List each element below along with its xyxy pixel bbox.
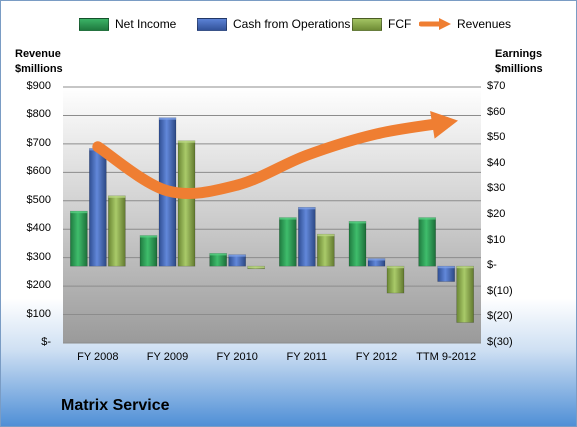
bar-net-income [418,217,436,267]
left-tick-label: $800 [26,108,51,121]
right-tick-label: $60 [487,105,506,118]
category-label: FY 2008 [77,351,119,363]
right-tick-label: $70 [487,80,506,92]
right-tick-label: $40 [487,156,506,169]
legend-swatch-cash-ops [197,17,227,31]
bar-cash-from-operations [367,258,386,267]
left-axis-title: Revenue $millions [15,47,63,77]
bar-cash-from-operations [437,265,455,282]
legend-swatch-revenues [419,18,451,30]
bar-fcf [386,265,405,294]
right-tick-label: $- [487,259,497,272]
bar-fcf [108,195,126,267]
legend-label-revenues: Revenues [457,17,512,31]
category-label: FY 2012 [355,351,398,363]
category-label: FY 2010 [216,351,258,363]
left-tick-label: $300 [26,250,51,263]
legend-item-cash-ops: Cash from Operations [197,17,350,31]
bar-fcf [177,140,196,267]
category-label: FY 2009 [146,351,189,363]
left-axis-title-line2: $millions [15,63,63,75]
right-tick-label: $(10) [487,284,513,297]
revenues-line [92,117,452,200]
left-tick-label: $400 [26,222,51,235]
bar-cash-from-operations [228,254,246,267]
bar-fcf [247,265,265,270]
category-label: FY 2011 [286,351,328,363]
bar-net-income [70,210,88,267]
bar-net-income [139,235,158,267]
left-tick-label: $100 [26,307,51,320]
left-tick-label: $600 [26,165,51,178]
right-tick-label: $(30) [487,336,513,348]
legend-label-cash-ops: Cash from Operations [233,17,351,31]
right-tick-label: $(20) [487,310,513,323]
right-axis-title: Earnings $millions [495,47,543,77]
right-axis-title-line1: Earnings [495,48,543,60]
legend-item-net-income: Net Income [79,17,176,31]
legend-swatch-fcf [352,17,382,31]
bar-cash-from-operations [89,148,107,267]
left-tick-label: $700 [26,136,51,149]
left-axis-title-line1: Revenue [15,48,61,60]
legend-swatch-net-income [79,17,109,31]
legend-item-revenues: Revenues [419,17,511,31]
left-tick-label: $- [41,336,51,348]
bar-fcf [456,265,474,323]
right-tick-label: $50 [487,131,506,144]
left-tick-label: $900 [26,80,51,92]
bar-cash-from-operations [298,207,316,267]
legend-label-net-income: Net Income [115,17,177,31]
right-tick-label: $10 [487,233,506,246]
left-tick-label: $200 [26,279,51,292]
right-axis-title-line2: $millions [495,63,543,75]
revenues-arrowhead [430,110,459,139]
category-label: TTM 9-2012 [416,351,477,363]
bar-fcf [317,233,335,267]
left-tick-label: $500 [26,193,51,206]
bar-net-income [348,221,367,267]
bar-net-income [279,217,297,267]
right-tick-label: $30 [487,182,506,195]
legend: Net Income Cash from Operations FCF Reve… [1,15,576,35]
legend-label-fcf: FCF [388,17,412,31]
legend-item-fcf: FCF [352,17,411,31]
right-tick-label: $20 [487,208,506,220]
bar-net-income [209,253,227,267]
company-name: Matrix Service [61,397,170,414]
